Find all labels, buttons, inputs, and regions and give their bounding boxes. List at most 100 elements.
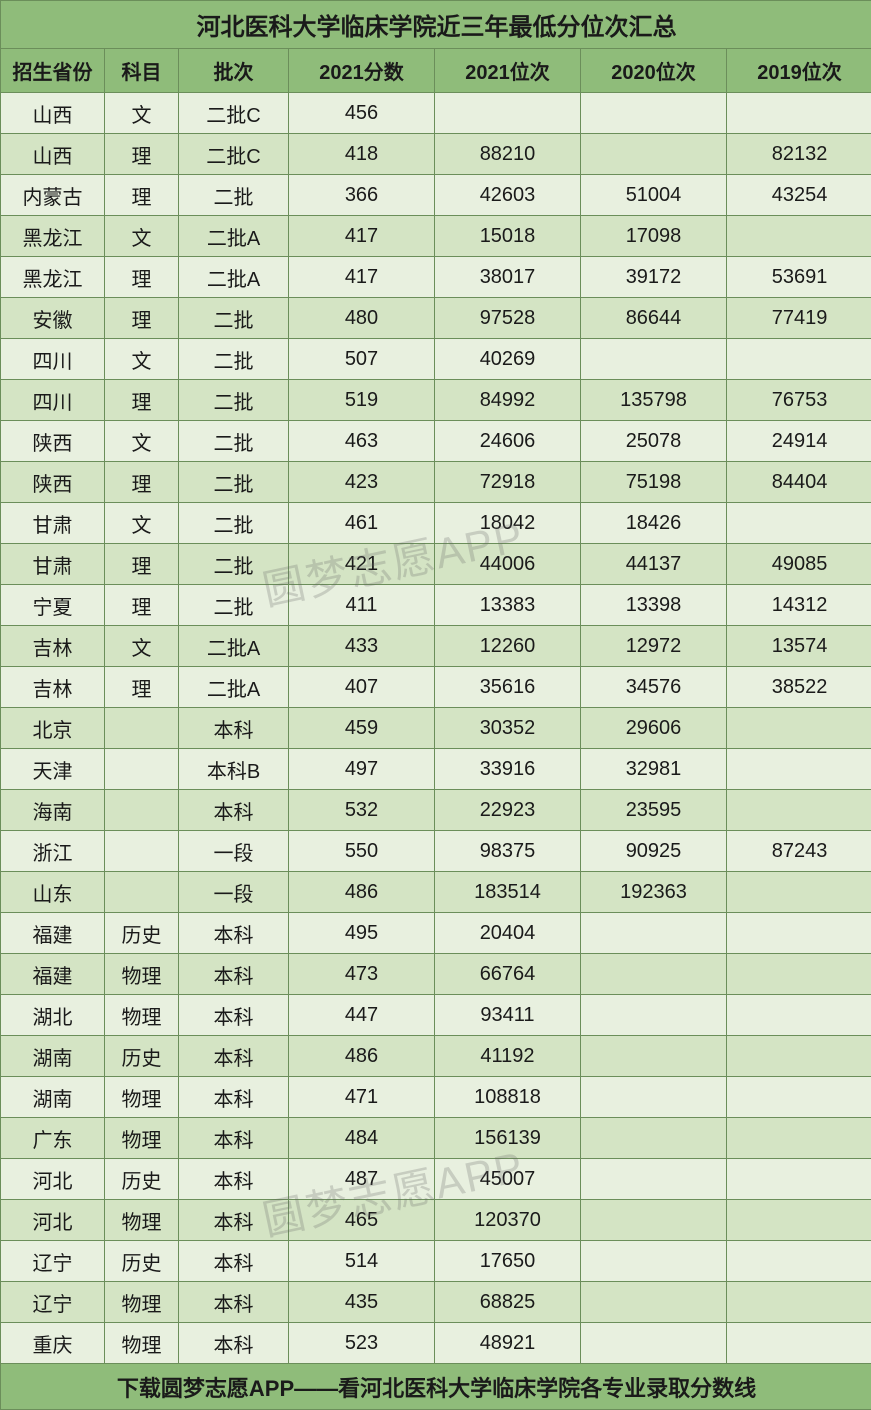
table-cell: [727, 749, 871, 790]
table-cell: [581, 1159, 727, 1200]
table-cell: 本科: [179, 708, 289, 749]
table-cell: 本科: [179, 1036, 289, 1077]
table-cell: 本科: [179, 1200, 289, 1241]
table-cell: 15018: [435, 216, 581, 257]
table-cell: 历史: [105, 1036, 179, 1077]
table-cell: 理: [105, 257, 179, 298]
table-cell: 本科: [179, 1241, 289, 1282]
table-cell: 33916: [435, 749, 581, 790]
table-cell: 物理: [105, 1200, 179, 1241]
table-cell: 二批C: [179, 93, 289, 134]
table-row: 宁夏理二批411133831339814312: [1, 585, 871, 626]
table-cell: 黑龙江: [1, 257, 105, 298]
table-row: 广东物理本科484156139: [1, 1118, 871, 1159]
table-cell: 93411: [435, 995, 581, 1036]
col-header-rank-2021: 2021位次: [435, 49, 581, 93]
col-header-rank-2020: 2020位次: [581, 49, 727, 93]
table-cell: 二批: [179, 544, 289, 585]
table-cell: 433: [289, 626, 435, 667]
table-cell: 广东: [1, 1118, 105, 1159]
table-cell: [581, 1241, 727, 1282]
table-cell: 北京: [1, 708, 105, 749]
table-cell: 44006: [435, 544, 581, 585]
table-cell: 550: [289, 831, 435, 872]
table-cell: 45007: [435, 1159, 581, 1200]
table-cell: 本科: [179, 790, 289, 831]
table-cell: 13398: [581, 585, 727, 626]
table-cell: 77419: [727, 298, 871, 339]
table-row: 福建物理本科47366764: [1, 954, 871, 995]
table-cell: 理: [105, 380, 179, 421]
table-cell: 465: [289, 1200, 435, 1241]
table-cell: [105, 831, 179, 872]
table-cell: 物理: [105, 1118, 179, 1159]
table-cell: 435: [289, 1282, 435, 1323]
table-cell: 108818: [435, 1077, 581, 1118]
table-cell: 471: [289, 1077, 435, 1118]
table-cell: 66764: [435, 954, 581, 995]
table-cell: 456: [289, 93, 435, 134]
table-cell: [581, 1036, 727, 1077]
table-cell: 39172: [581, 257, 727, 298]
table-cell: 理: [105, 298, 179, 339]
table-cell: 20404: [435, 913, 581, 954]
table-cell: 82132: [727, 134, 871, 175]
table-cell: 文: [105, 503, 179, 544]
table-cell: 二批A: [179, 257, 289, 298]
table-cell: 473: [289, 954, 435, 995]
table-cell: 本科: [179, 1077, 289, 1118]
table-cell: 文: [105, 216, 179, 257]
table-cell: 418: [289, 134, 435, 175]
table-cell: 459: [289, 708, 435, 749]
table-cell: [581, 954, 727, 995]
table-cell: 23595: [581, 790, 727, 831]
table-cell: 40269: [435, 339, 581, 380]
table-cell: [581, 339, 727, 380]
table-cell: 吉林: [1, 667, 105, 708]
table-cell: [727, 1323, 871, 1364]
table-row: 陕西文二批463246062507824914: [1, 421, 871, 462]
table-cell: 423: [289, 462, 435, 503]
table-body: 山西文二批C456山西理二批C4188821082132内蒙古理二批366426…: [1, 93, 871, 1364]
table-cell: 山西: [1, 134, 105, 175]
table-cell: 二批: [179, 585, 289, 626]
col-header-rank-2019: 2019位次: [727, 49, 871, 93]
table-cell: 二批: [179, 175, 289, 216]
table-cell: 486: [289, 1036, 435, 1077]
table-row: 黑龙江文二批A4171501817098: [1, 216, 871, 257]
table-cell: 湖南: [1, 1077, 105, 1118]
table-cell: 湖南: [1, 1036, 105, 1077]
table-cell: 53691: [727, 257, 871, 298]
table-cell: [581, 1200, 727, 1241]
table-cell: [581, 1077, 727, 1118]
table-cell: 421: [289, 544, 435, 585]
table-cell: 192363: [581, 872, 727, 913]
table-cell: 吉林: [1, 626, 105, 667]
table-cell: [727, 872, 871, 913]
table-cell: 理: [105, 175, 179, 216]
table-cell: 历史: [105, 1159, 179, 1200]
table-cell: 487: [289, 1159, 435, 1200]
table-cell: 463: [289, 421, 435, 462]
table-cell: 514: [289, 1241, 435, 1282]
table-cell: 历史: [105, 913, 179, 954]
table-cell: 福建: [1, 913, 105, 954]
title-row: 河北医科大学临床学院近三年最低分位次汇总: [1, 1, 871, 49]
table-cell: [727, 708, 871, 749]
table-cell: 本科: [179, 1282, 289, 1323]
table-cell: 内蒙古: [1, 175, 105, 216]
table-cell: [727, 1077, 871, 1118]
table-cell: [581, 1323, 727, 1364]
table-cell: 97528: [435, 298, 581, 339]
table-cell: 一段: [179, 831, 289, 872]
table-cell: 98375: [435, 831, 581, 872]
table-cell: 135798: [581, 380, 727, 421]
table-cell: 二批C: [179, 134, 289, 175]
table-cell: 文: [105, 421, 179, 462]
table-cell: [727, 790, 871, 831]
table-title: 河北医科大学临床学院近三年最低分位次汇总: [1, 1, 871, 49]
table-cell: 物理: [105, 1077, 179, 1118]
table-cell: 32981: [581, 749, 727, 790]
table-cell: 13383: [435, 585, 581, 626]
table-cell: [581, 1118, 727, 1159]
